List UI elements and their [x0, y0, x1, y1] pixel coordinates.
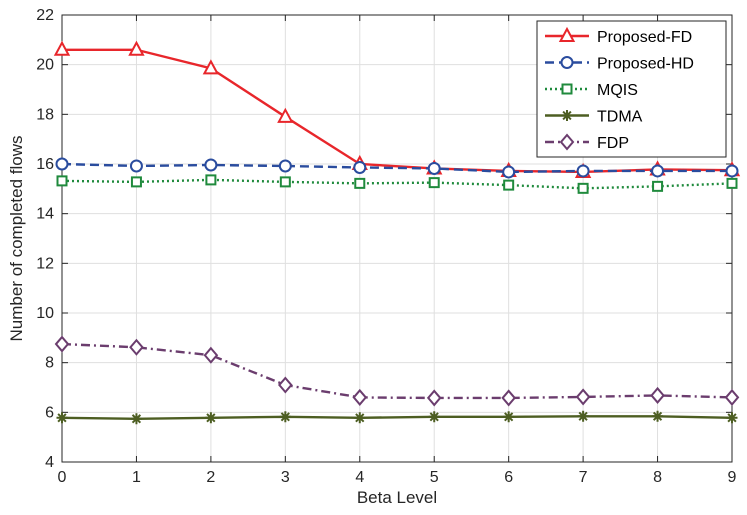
- legend-entry-proposed-fd: Proposed-FD: [545, 26, 692, 46]
- data-point-proposed-hd-marker: [129, 159, 143, 173]
- series-proposed-hd: [55, 157, 739, 179]
- data-point-fdp-marker: [129, 338, 144, 356]
- data-point-fdp-marker: [650, 386, 665, 404]
- data-point-mqis-marker: [577, 182, 589, 194]
- data-point-tdma-marker: [56, 412, 68, 424]
- x-tick-label: 8: [653, 469, 662, 486]
- y-tick-label: 22: [36, 7, 54, 24]
- data-point-tdma-marker: [205, 412, 217, 424]
- data-point-proposed-hd-marker: [427, 161, 441, 175]
- y-tick-label: 10: [36, 305, 54, 322]
- legend-fdp-marker: [559, 133, 575, 151]
- x-tick-label: 5: [430, 469, 439, 486]
- y-tick-label: 16: [36, 156, 54, 173]
- series-line-proposed-fd: [62, 48, 733, 174]
- series-line-fdp: [61, 342, 733, 400]
- series-line-tdma: [61, 415, 733, 420]
- data-point-fdp-marker: [575, 388, 591, 406]
- legend-label-proposed-hd: Proposed-HD: [597, 56, 694, 73]
- data-point-mqis-marker: [428, 177, 440, 189]
- y-tick-label: 6: [45, 404, 54, 421]
- data-point-tdma-marker: [726, 412, 738, 424]
- y-tick-label: 18: [36, 106, 54, 123]
- y-tick-label: 4: [45, 454, 54, 471]
- legend-label-fdp: FDP: [597, 135, 629, 152]
- x-tick-label: 0: [58, 469, 67, 486]
- y-tick-label: 8: [45, 355, 54, 372]
- legend-label-proposed-fd: Proposed-FD: [597, 29, 692, 46]
- data-point-proposed-hd-marker: [204, 158, 218, 172]
- data-point-proposed-hd-marker: [576, 164, 590, 178]
- series-tdma: [56, 410, 738, 425]
- legend-entry-proposed-hd: Proposed-HD: [545, 56, 694, 73]
- data-point-proposed-fd-marker: [277, 107, 294, 123]
- data-point-mqis-marker: [726, 177, 738, 189]
- data-point-proposed-hd-marker: [651, 164, 665, 178]
- data-point-mqis-marker: [354, 177, 366, 189]
- y-tick-label: 14: [36, 206, 54, 223]
- legend-label-mqis: MQIS: [597, 82, 638, 99]
- y-axis-label: Number of completed flows: [7, 136, 26, 342]
- legend-proposed-hd-marker: [560, 56, 574, 69]
- data-point-proposed-hd-marker: [55, 157, 69, 171]
- data-point-fdp-marker: [352, 388, 368, 406]
- legend-entry-fdp: FDP: [545, 133, 629, 152]
- x-axis-label: Beta Level: [357, 488, 437, 507]
- data-point-proposed-hd-marker: [502, 165, 516, 179]
- data-point-tdma-marker: [130, 413, 142, 425]
- series-group: [53, 40, 741, 425]
- x-tick-label: 2: [206, 469, 215, 486]
- data-point-tdma-marker: [279, 411, 291, 423]
- data-point-proposed-hd-marker: [725, 164, 739, 178]
- data-point-mqis-marker: [205, 174, 217, 186]
- data-point-proposed-hd-marker: [353, 160, 367, 174]
- data-point-mqis-marker: [503, 179, 515, 191]
- data-point-tdma-marker: [652, 410, 664, 422]
- data-point-proposed-hd-marker: [278, 159, 292, 173]
- y-tick-label: 12: [36, 255, 54, 272]
- data-point-mqis-marker: [279, 176, 291, 188]
- data-point-tdma-marker: [577, 410, 589, 422]
- legend: Proposed-FD Proposed-HD MQIS TDMA FDP: [536, 20, 727, 158]
- data-point-mqis-marker: [652, 180, 664, 192]
- x-tick-label: 1: [132, 469, 141, 486]
- data-point-proposed-fd-marker: [128, 40, 145, 56]
- data-point-proposed-fd-marker: [53, 40, 71, 56]
- data-point-tdma-marker: [503, 411, 515, 423]
- legend-label-tdma: TDMA: [597, 109, 643, 126]
- plot-frame: [61, 14, 733, 463]
- data-point-tdma-marker: [354, 412, 366, 424]
- legend-entry-tdma: TDMA: [545, 109, 643, 126]
- x-tick-label: 3: [281, 469, 290, 486]
- data-point-fdp-marker: [724, 388, 740, 406]
- series-fdp: [54, 335, 740, 407]
- data-point-fdp-marker: [501, 389, 516, 407]
- data-point-tdma-marker: [428, 411, 440, 423]
- data-point-proposed-fd-marker: [202, 59, 220, 75]
- data-point-fdp-marker: [203, 346, 219, 364]
- series-line-mqis: [61, 178, 733, 190]
- legend-mqis-marker: [561, 83, 573, 95]
- data-point-fdp-marker: [278, 376, 293, 394]
- data-point-fdp-marker: [426, 389, 442, 407]
- legend-proposed-fd-marker: [558, 26, 576, 42]
- data-point-fdp-marker: [54, 335, 70, 353]
- legend-tdma-marker: [561, 110, 573, 121]
- x-tick-label: 4: [355, 469, 364, 486]
- legend-entry-mqis: MQIS: [545, 82, 638, 99]
- x-tick-label: 6: [504, 469, 513, 486]
- y-tick-label: 20: [36, 57, 54, 74]
- x-tick-label: 9: [728, 469, 737, 486]
- data-point-mqis-marker: [56, 175, 68, 187]
- data-point-mqis-marker: [130, 176, 142, 188]
- series-mqis: [56, 174, 738, 194]
- x-tick-label: 7: [579, 469, 588, 486]
